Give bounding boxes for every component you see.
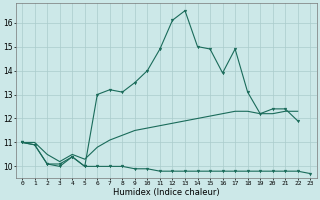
- X-axis label: Humidex (Indice chaleur): Humidex (Indice chaleur): [113, 188, 220, 197]
